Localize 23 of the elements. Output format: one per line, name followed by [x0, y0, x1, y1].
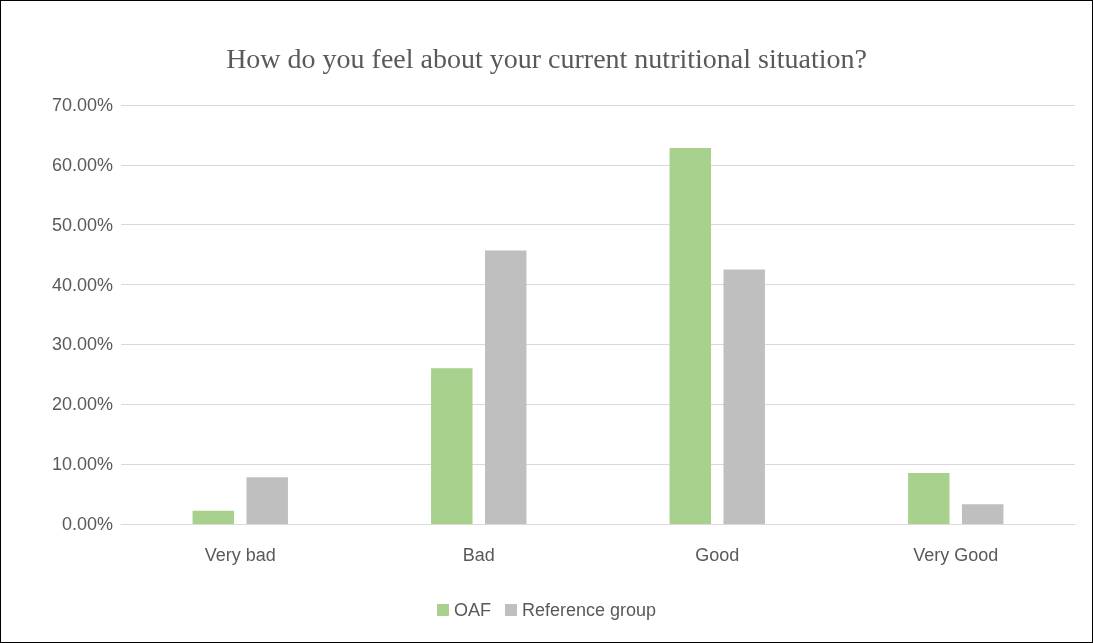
bar: [192, 510, 235, 524]
y-tick-label: 10.00%: [51, 454, 113, 475]
legend-label: Reference group: [521, 600, 657, 620]
legend-label: OAF: [453, 600, 491, 620]
bar: [484, 250, 527, 524]
bar: [908, 473, 950, 524]
bar: [669, 148, 712, 524]
y-tick-label: 20.00%: [51, 394, 113, 415]
y-tick-label: 50.00%: [51, 214, 113, 235]
y-tick-label: 0.00%: [61, 514, 113, 534]
x-tick-label: Very Good: [913, 545, 999, 565]
bar: [246, 477, 288, 524]
x-tick-label: Very bad: [204, 545, 276, 565]
bar: [431, 368, 473, 524]
x-tick-label: Bad: [462, 545, 495, 565]
y-tick-label: 40.00%: [51, 274, 113, 295]
x-tick-label: Good: [695, 545, 740, 565]
y-tick-label: 30.00%: [51, 334, 113, 355]
y-tick-label: 70.00%: [51, 95, 113, 115]
bar: [723, 269, 765, 524]
chart-title: How do you feel about your current nutritional situation?: [226, 42, 867, 74]
bar: [961, 504, 1004, 524]
y-tick-label: 60.00%: [51, 154, 113, 175]
